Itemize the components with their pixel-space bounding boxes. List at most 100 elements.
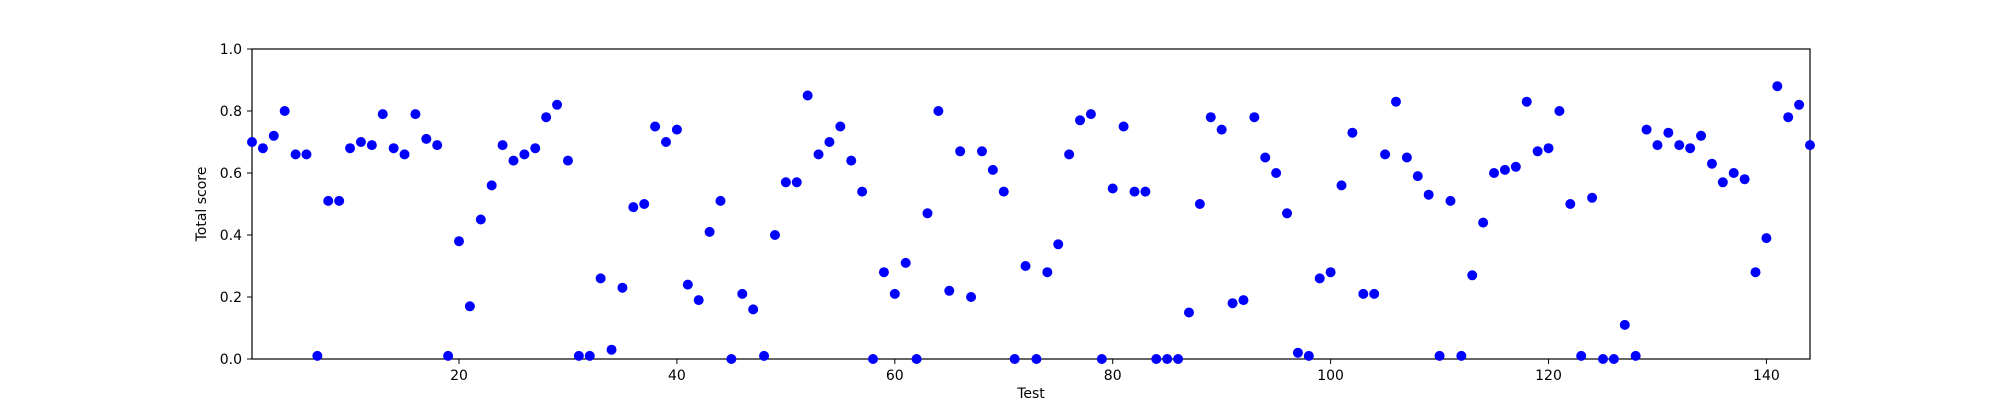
data-point (835, 121, 846, 132)
plot-frame (251, 48, 1811, 360)
data-point (1238, 295, 1249, 306)
data-point (410, 109, 421, 120)
data-point (486, 180, 497, 191)
data-point (1554, 106, 1565, 116)
data-point (1717, 177, 1728, 188)
data-point (595, 273, 606, 284)
data-point (737, 288, 748, 299)
data-point (1619, 319, 1630, 330)
data-point (268, 130, 279, 141)
data-point (966, 292, 977, 302)
data-point (1325, 267, 1336, 278)
data-point (1794, 99, 1805, 110)
data-point (1064, 149, 1075, 160)
data-point (541, 112, 552, 123)
data-point (650, 121, 661, 132)
data-point (366, 140, 377, 151)
data-point (1772, 81, 1783, 92)
data-point (976, 146, 987, 157)
data-point (1576, 350, 1587, 361)
data-point (813, 149, 824, 160)
data-point (1445, 195, 1456, 206)
data-point (671, 124, 682, 135)
data-point (464, 301, 475, 312)
data-point (1085, 109, 1096, 120)
data-point (1096, 354, 1107, 364)
data-point (421, 133, 432, 144)
x-tick-label: 100 (1317, 368, 1344, 384)
data-point (1173, 354, 1184, 364)
data-point (1249, 112, 1260, 123)
y-tick-label: 0.0 (220, 352, 242, 368)
data-point (1380, 149, 1391, 160)
y-axis-label: Total score (194, 167, 210, 243)
data-point (1750, 267, 1761, 278)
data-point (1685, 143, 1696, 154)
data-point (475, 214, 486, 225)
data-point (661, 137, 672, 147)
y-tick-label: 0.6 (220, 166, 242, 182)
data-point (998, 186, 1009, 197)
data-point (355, 137, 366, 147)
data-point (1565, 199, 1576, 209)
data-point (345, 143, 356, 154)
data-point (1183, 307, 1194, 318)
data-point (1347, 127, 1358, 138)
data-point (1412, 171, 1423, 182)
y-tick-label: 0.4 (220, 228, 242, 244)
data-point (497, 140, 508, 151)
data-point (312, 350, 323, 361)
data-point (704, 226, 715, 237)
data-point (584, 350, 595, 361)
data-point (693, 295, 704, 306)
y-tick-label: 0.2 (220, 290, 242, 306)
data-point (791, 177, 802, 188)
data-point (1216, 124, 1227, 135)
data-point (1292, 347, 1303, 358)
data-point (1706, 158, 1717, 169)
data-point (454, 236, 465, 247)
data-point (748, 304, 759, 315)
data-point (824, 137, 835, 147)
data-point (1151, 354, 1162, 364)
data-point (1075, 115, 1086, 126)
data-point (432, 140, 443, 151)
data-points (247, 81, 1815, 364)
data-point (290, 149, 301, 160)
data-point (628, 202, 639, 213)
y-axis-ticks: 0.0 0.2 0.4 0.6 0.8 1.0 (220, 42, 252, 368)
data-point (1739, 174, 1750, 185)
data-point (1369, 288, 1380, 299)
data-point (1543, 143, 1554, 154)
data-point (377, 109, 388, 120)
data-point (617, 282, 628, 293)
data-point (1663, 127, 1674, 138)
data-point (889, 288, 900, 299)
data-point (562, 155, 573, 166)
data-point (1521, 96, 1532, 107)
data-point (257, 143, 268, 154)
data-point (1630, 350, 1641, 361)
x-tick-label: 120 (1535, 368, 1562, 384)
data-point (1271, 168, 1282, 178)
data-point (911, 354, 922, 364)
data-point (1314, 273, 1325, 284)
data-point (247, 137, 257, 147)
data-point (1434, 350, 1445, 361)
data-point (1532, 146, 1543, 157)
data-point (1805, 140, 1815, 151)
data-point (1728, 168, 1739, 178)
data-point (868, 354, 879, 364)
data-point (1478, 217, 1489, 228)
data-point (944, 285, 955, 296)
data-point (1467, 270, 1478, 281)
data-point (900, 257, 911, 268)
data-point (1009, 354, 1020, 364)
data-point (639, 199, 650, 209)
data-point (530, 143, 541, 154)
data-point (508, 155, 519, 166)
data-point (1510, 161, 1521, 172)
data-point (1194, 199, 1205, 209)
data-point (857, 186, 868, 197)
